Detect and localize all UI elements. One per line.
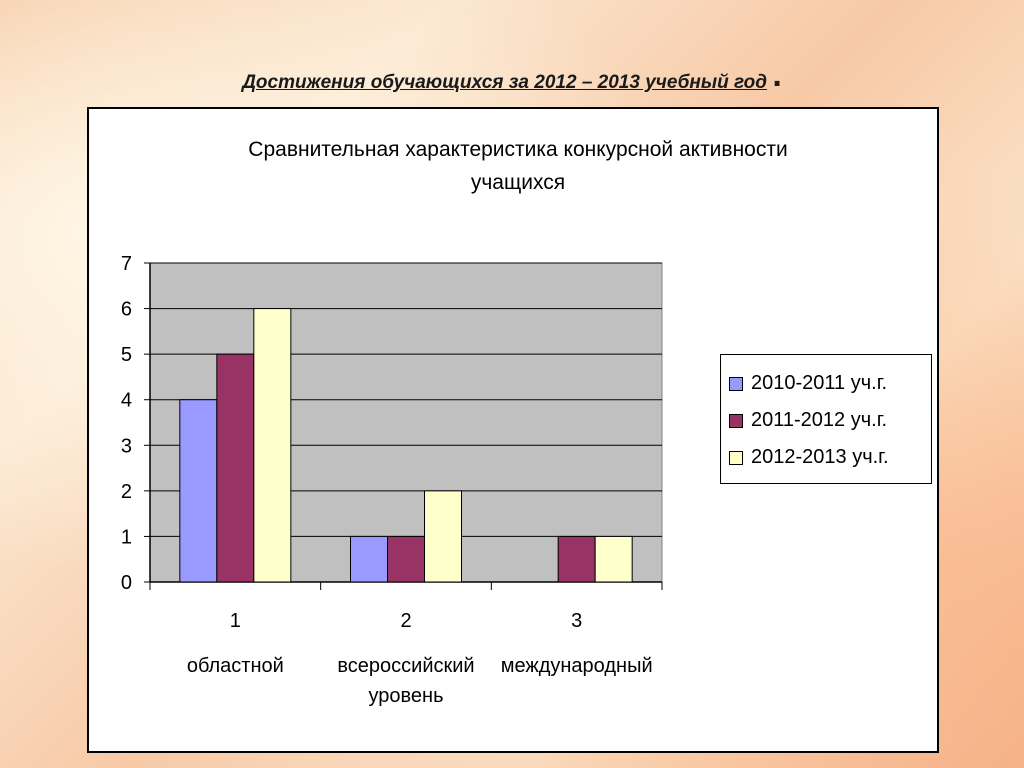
category-label-2: всероссийский уровень	[337, 655, 474, 707]
y-tick-label-3: 3	[121, 435, 132, 457]
chart-title-line2: учащихся	[471, 171, 565, 194]
x-tick-label-3: 3	[571, 610, 582, 632]
y-tick-label-2: 2	[121, 481, 132, 503]
category-label-3: международный	[501, 655, 653, 677]
legend-label-2012-2013: 2012-2013 уч.г.	[751, 446, 889, 468]
legend-item-2012-2013: 2012-2013 уч.г.	[729, 439, 931, 476]
slide-title-text: Достижения обучающихся за 2012 – 2013 уч…	[242, 72, 768, 93]
bar-2010-2011-cat-2	[350, 535, 388, 583]
plot-area: 0 1 2 3 4 5 6 7 1 областной 2 всероссийский уровень 3…	[121, 253, 663, 707]
y-tick-label-0: 0	[121, 572, 132, 594]
x-tick-label-1: 1	[230, 610, 241, 632]
legend-label-2011-2012: 2011-2012 уч.г.	[751, 409, 888, 431]
legend-item-2010-2011: 2010-2011 уч.г.	[729, 365, 931, 402]
legend-item-2011-2012: 2011-2012 уч.г.	[729, 402, 931, 439]
y-tick-label-4: 4	[121, 390, 132, 412]
y-tick-label-7: 7	[121, 253, 132, 275]
bar-2011-2012-cat-3	[557, 535, 596, 583]
bar-2011-2012-cat-1	[216, 353, 255, 583]
bar-2012-2013-cat-1	[253, 308, 292, 583]
bar-2011-2012-cat-2	[387, 535, 425, 583]
bar-2010-2011-cat-1	[179, 399, 218, 583]
chart-frame: Сравнительная характеристика конкурсной …	[87, 107, 939, 753]
legend-swatch-2011-2012	[729, 413, 743, 428]
slide-title-dot: .	[772, 56, 782, 94]
bar-2012-2013-cat-2	[424, 490, 462, 583]
slide-title: Достижения обучающихся за 2012 – 2013 уч…	[0, 56, 1024, 97]
legend-label-2010-2011: 2010-2011 уч.г.	[751, 372, 888, 394]
y-tick-label-1: 1	[121, 526, 132, 548]
y-tick-label-5: 5	[121, 344, 132, 366]
category-label-1: областной	[187, 655, 284, 677]
bar-2012-2013-cat-3	[594, 535, 633, 583]
chart-legend: 2010-2011 уч.г. 2011-2012 уч.г. 2012-201…	[720, 354, 932, 484]
chart-title-line1: Сравнительная характеристика конкурсной …	[248, 138, 787, 161]
legend-swatch-2010-2011	[729, 376, 743, 391]
y-tick-label-6: 6	[121, 299, 132, 321]
legend-swatch-2012-2013	[729, 450, 743, 465]
x-tick-label-2: 2	[400, 610, 411, 632]
bar-chart: Сравнительная характеристика конкурсной …	[121, 138, 788, 707]
